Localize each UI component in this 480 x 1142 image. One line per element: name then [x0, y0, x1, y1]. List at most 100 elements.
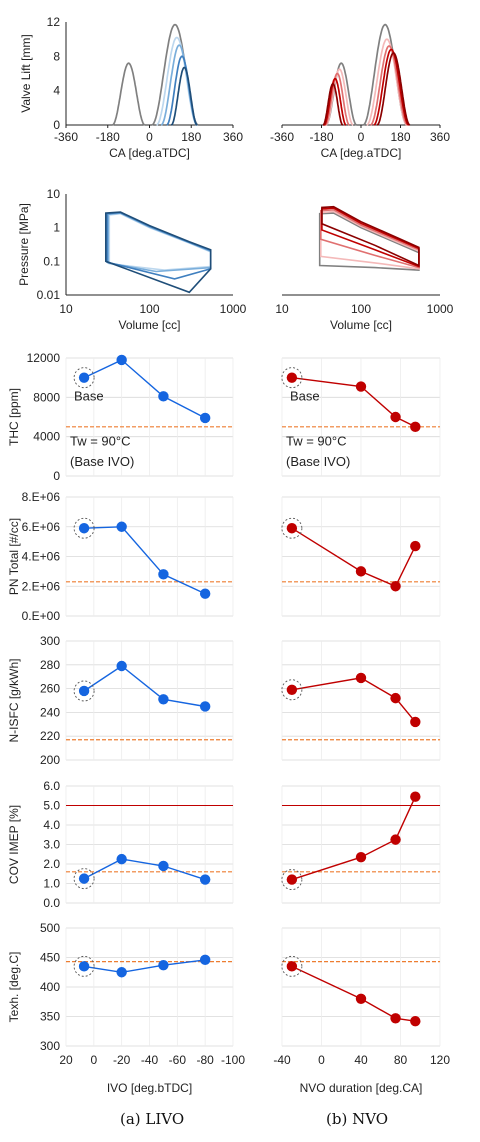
pv-loop	[107, 212, 212, 273]
data-point	[158, 391, 169, 402]
x-axis-title: CA [deg.aTDC]	[321, 146, 402, 160]
x-tick-label: -360	[54, 130, 78, 144]
data-point	[116, 967, 127, 978]
data-point	[199, 874, 211, 885]
y-tick-label: 6.E+06	[22, 520, 61, 534]
data-point	[286, 684, 298, 695]
x-tick-label: 360	[223, 130, 243, 144]
y-axis-title: Valve Lift [mm]	[19, 34, 33, 112]
x-tick-label: -40	[141, 1053, 159, 1067]
base-highlight-circle	[73, 868, 95, 890]
series-line	[83, 858, 206, 881]
base-highlight-circle	[73, 955, 95, 977]
x-tick-label: -60	[169, 1053, 187, 1067]
data-point	[355, 672, 367, 684]
x-tick-label: 0	[358, 130, 365, 144]
data-point	[286, 523, 298, 534]
x-tick-label: -80	[196, 1053, 214, 1067]
y-tick-label: 4000	[33, 430, 60, 444]
data-point	[116, 354, 127, 366]
pv-loop	[321, 205, 420, 267]
pv-curves	[318, 205, 420, 271]
annotation-base-ivo: (Base IVO)	[286, 454, 350, 469]
data-point	[355, 993, 367, 1004]
valve-lift-curve	[376, 51, 411, 126]
valve-lift-curve	[324, 72, 350, 126]
x-tick-label: -360	[270, 130, 294, 144]
x-axis-title: Volume [cc]	[118, 318, 180, 332]
series-line	[84, 526, 206, 595]
series-line	[291, 796, 416, 881]
y-tick-label: 12	[47, 15, 61, 29]
series-line	[291, 377, 416, 428]
y-tick-label: 240	[40, 705, 60, 719]
data-point	[158, 860, 169, 872]
y-tick-label: 4.0	[43, 818, 60, 832]
x-tick-label: 100	[139, 302, 159, 316]
pv-curves	[105, 211, 212, 294]
data-point	[410, 716, 421, 728]
y-tick-label: 4.E+06	[22, 550, 61, 564]
x-tick-label: 180	[390, 130, 410, 144]
annotation-tw: Tw = 90°C	[286, 434, 346, 449]
x-tick-label: 0	[90, 1053, 97, 1067]
y-tick-label: 300	[40, 1039, 60, 1053]
x-tick-label: -180	[309, 130, 333, 144]
valve-lift-curve	[170, 66, 198, 126]
caption-a: (a) LIVO	[120, 1110, 185, 1128]
base-highlight-circle	[281, 679, 303, 701]
series-line	[291, 527, 416, 588]
y-tick-label: 0.1	[43, 254, 60, 268]
annotation-base-ivo: (Base IVO)	[70, 454, 134, 469]
valve-lift-curve	[323, 77, 347, 126]
y-axis-title: THC [ppm]	[7, 388, 21, 446]
series-line	[291, 677, 416, 723]
data-point	[355, 381, 367, 392]
y-tick-label: 10	[47, 187, 61, 201]
base-highlight-circle	[73, 680, 95, 702]
y-tick-label: 2.E+06	[22, 579, 61, 593]
y-axis-title: N-ISFC [g/kWh]	[7, 658, 21, 742]
x-tick-label: 10	[59, 302, 73, 316]
data-point	[78, 961, 90, 972]
y-axis-title: Texh. [deg.C]	[7, 952, 21, 1023]
data-point	[390, 581, 401, 592]
x-tick-label: -20	[113, 1053, 131, 1067]
y-tick-label: 8000	[33, 390, 60, 404]
data-point	[390, 692, 401, 704]
x-tick-label: 80	[394, 1053, 408, 1067]
annotation-tw: Tw = 90°C	[70, 434, 130, 449]
data-point	[355, 851, 367, 863]
x-axis-title: IVO [deg.bTDC]	[107, 1081, 192, 1095]
valve-lift-curve	[370, 45, 408, 126]
x-tick-label: 0	[318, 1053, 325, 1067]
valve-lift-curve	[166, 55, 198, 126]
data-point	[355, 566, 367, 577]
series-line	[83, 359, 206, 419]
y-tick-label: 450	[40, 951, 60, 965]
data-point	[116, 521, 127, 532]
valve-lift-curve	[325, 68, 354, 126]
data-point	[158, 959, 169, 971]
data-point	[286, 372, 298, 383]
data-point	[390, 1013, 401, 1024]
y-tick-label: 260	[40, 682, 60, 696]
base-highlight-circle	[281, 367, 303, 389]
pv-loop	[105, 211, 212, 294]
data-point	[78, 873, 90, 884]
y-axis-title: PN Total [#/cc]	[7, 518, 21, 595]
x-axis-title: CA [deg.aTDC]	[109, 146, 190, 160]
y-tick-label: 350	[40, 1010, 60, 1024]
data-point	[390, 834, 401, 845]
base-highlight-circle	[281, 955, 303, 977]
x-tick-label: -40	[273, 1053, 291, 1067]
base-highlight-circle	[281, 869, 303, 891]
data-point	[410, 791, 421, 802]
x-tick-label: 10	[275, 302, 289, 316]
y-tick-label: 220	[40, 729, 60, 743]
base-highlight-circle	[281, 517, 303, 539]
base-highlight-circle	[73, 367, 95, 389]
y-tick-label: 1	[53, 221, 60, 235]
x-tick-label: 360	[430, 130, 450, 144]
caption-b: (b) NVO	[326, 1110, 389, 1128]
